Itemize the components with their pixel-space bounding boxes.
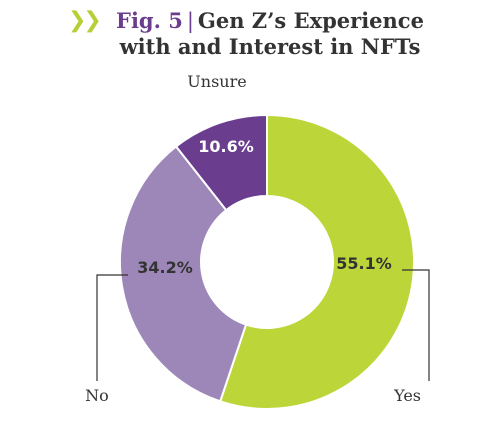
double-chevron-icon: ❯❯ [68,8,102,33]
title-line-1: Fig. 5 | Gen Z’s Experience [70,8,470,34]
category-label-unsure: Unsure [187,72,246,91]
title-text-1: Gen Z’s Experience [197,8,424,33]
figure-label: Fig. 5 [116,8,183,33]
title-separator: | [186,9,194,33]
value-label-no: 34.2% [137,258,193,277]
leader-line-no [96,274,128,381]
category-label-yes: Yes [393,386,421,405]
leader-line-yes [402,269,430,381]
title-line-2: with and Interest in NFTs [119,34,421,59]
category-label-no: No [85,386,109,405]
slice-no [119,145,248,403]
value-label-yes: 55.1% [336,254,392,273]
slice-yes [218,113,415,410]
value-label-unsure: 10.6% [198,137,254,156]
chart-title: ❯❯ Fig. 5 | Gen Z’s Experience with and In… [68,8,470,60]
slice-unsure [174,113,268,212]
